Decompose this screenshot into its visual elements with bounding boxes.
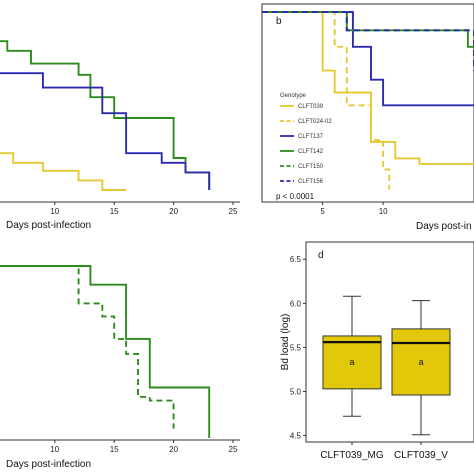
panel-b-p-value: p < 0.0001: [276, 192, 315, 201]
series-clft156: [262, 11, 474, 71]
series-clft024-02: [262, 11, 391, 190]
series-clft039: [0, 152, 127, 191]
panel-a: 10 15 20 25 Days post-infection: [0, 40, 240, 231]
y-tick-label: 4.5: [290, 432, 302, 441]
y-tick-label: 6.0: [290, 299, 302, 308]
series-clft039: [262, 11, 474, 165]
x-tick-label: 20: [169, 445, 178, 454]
panel-b: b 5 10 Genotype CLFT039CLFT024-02CLFT137C…: [261, 3, 474, 232]
group-letter: a: [349, 357, 354, 367]
panel-b-letter: b: [276, 16, 282, 27]
x-tick-label: 5: [320, 207, 325, 216]
panel-d-letter: d: [318, 250, 324, 261]
y-tick-label: 6.5: [290, 255, 302, 264]
x-tick-label: 10: [379, 207, 388, 216]
panel-a-x-ticks: 10 15 20 25: [50, 202, 238, 216]
panel-b-x-axis-title: Days post-in: [416, 221, 472, 232]
x-tick-label: 15: [110, 207, 119, 216]
series-clft137: [262, 11, 474, 107]
y-tick-label: 5.0: [290, 388, 302, 397]
legend-label: CLFT039: [298, 104, 324, 110]
legend-label: CLFT137: [298, 134, 324, 140]
group-letter: a: [418, 357, 423, 367]
panel-c-x-axis-title: Days post-infection: [6, 459, 91, 470]
series-clft150: [262, 11, 474, 64]
panel-d-frame: [305, 241, 474, 443]
panel-c-x-ticks: 10 15 20 25: [50, 440, 238, 454]
x-tick-label: 25: [229, 207, 238, 216]
panel-a-series: [0, 40, 211, 191]
legend-label: CLFT024-02: [298, 119, 332, 125]
legend-label: CLFT156: [298, 179, 324, 185]
panel-b-x-ticks: 5 10: [320, 202, 388, 216]
panel-b-legend: Genotype CLFT039 CLFT024-02 CLFT137 CLFT142…: [280, 93, 332, 185]
panel-d-y-axis-title: Bd load (log): [280, 314, 291, 371]
panel-a-x-axis-title: Days post-infection: [6, 220, 91, 231]
x-tick-label: 20: [169, 207, 178, 216]
x-tick-label: CLFT039_V: [394, 450, 448, 461]
panel-c-series: [0, 265, 211, 438]
box-clft039_v: [391, 328, 451, 396]
panel-d-y-ticks: 4.5 5.0 5.5 6.0 6.5: [290, 255, 306, 441]
panel-b-series: [262, 11, 474, 190]
legend-label: CLFT142: [298, 149, 324, 155]
x-tick-label: 10: [50, 445, 59, 454]
legend-entries: CLFT039 CLFT024-02 CLFT137 CLFT142 CLFT150 CL…: [280, 104, 332, 185]
panel-b-frame: [261, 3, 474, 203]
panel-c: 10 15 20 25 Days post-infection: [0, 265, 240, 470]
legend-title: Genotype: [280, 93, 307, 99]
series-clft142: [0, 265, 211, 438]
x-tick-label: CLFT039_MG: [320, 450, 384, 461]
panel-d-x-ticks: CLFT039_MG CLFT039_V: [320, 442, 448, 461]
series-clft137: [0, 72, 211, 190]
legend-label: CLFT150: [298, 164, 324, 170]
series-clft142: [0, 40, 211, 190]
x-tick-label: 25: [229, 445, 238, 454]
box-clft039_mg: [322, 335, 382, 390]
x-tick-label: 10: [50, 207, 59, 216]
y-tick-label: 5.5: [290, 343, 302, 352]
x-tick-label: 15: [110, 445, 119, 454]
series-clft150: [0, 265, 175, 429]
